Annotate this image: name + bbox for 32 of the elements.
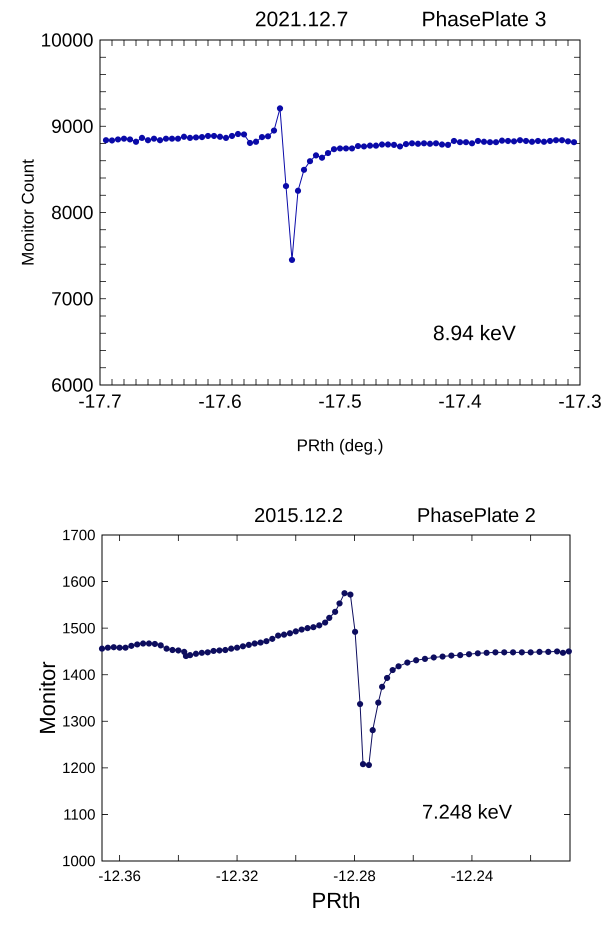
y-tick-label: 1600 xyxy=(63,576,95,587)
x-tick-label: -12.32 xyxy=(216,870,258,882)
annotation: 7.248 keV xyxy=(423,804,512,819)
annotation: 8.94 keV xyxy=(434,324,516,340)
chart-title: 2021.12.7 xyxy=(256,12,348,26)
y-tick-label: 1700 xyxy=(63,530,95,540)
y-tick-label: 1400 xyxy=(63,669,95,680)
x-tick-label: -17.3 xyxy=(559,394,601,408)
x-tick-label: -17.4 xyxy=(439,394,482,408)
x-axis-title: PRth (deg.) xyxy=(298,438,382,455)
y-tick-label: 9000 xyxy=(52,120,93,133)
x-tick-label: -17.7 xyxy=(79,394,121,408)
x-tick-label: -17.6 xyxy=(199,394,241,408)
y-tick-label: 1300 xyxy=(63,716,95,727)
y-tick-label: 1200 xyxy=(63,762,95,774)
y-tick-label: 1100 xyxy=(64,809,95,820)
y-tick-label: 8000 xyxy=(52,206,93,220)
y-tick-label: 6000 xyxy=(52,378,93,392)
x-tick-label: -17.5 xyxy=(319,394,361,408)
y-axis-title: Monitor Count xyxy=(21,159,34,264)
y-tick-label: 7000 xyxy=(52,292,93,306)
y-tick-label: 1000 xyxy=(63,856,95,866)
x-tick-label: -12.28 xyxy=(334,870,376,882)
x-axis-title: PRth xyxy=(313,892,360,908)
y-tick-label: 1500 xyxy=(63,622,95,634)
x-tick-label: -12.36 xyxy=(99,870,140,882)
y-axis-title: Monitor xyxy=(39,662,56,733)
y-tick-label: 10000 xyxy=(42,33,93,47)
x-tick-label: -12.24 xyxy=(451,870,493,882)
chart-subtitle: PhasePlate 3 xyxy=(423,10,546,26)
chart-subtitle: PhasePlate 2 xyxy=(418,507,535,522)
chart-title: 2015.12.2 xyxy=(255,508,342,522)
